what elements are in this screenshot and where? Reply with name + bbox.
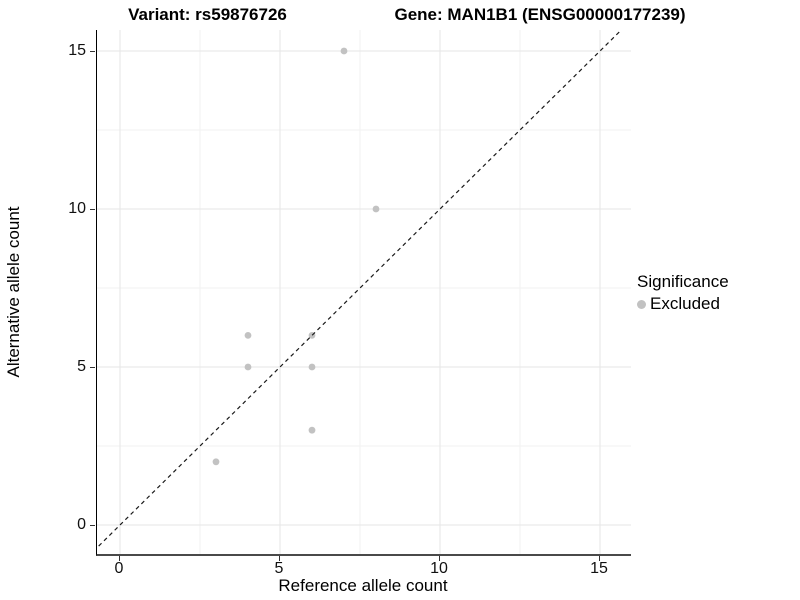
x-axis-tick [278, 556, 280, 561]
y-axis-tick [90, 366, 95, 368]
x-axis-tick [598, 556, 600, 561]
y-tick-label: 15 [68, 42, 86, 59]
data-point [212, 458, 220, 466]
plot-title-gene: Gene: MAN1B1 (ENSG00000177239) [394, 5, 686, 24]
legend-point-swatch-icon [637, 299, 646, 309]
plot-title-variant: Variant: rs59876726 [128, 5, 287, 24]
x-tick-label: 10 [430, 560, 448, 577]
y-axis-tick [90, 50, 95, 52]
x-tick-label: 15 [590, 560, 608, 577]
x-tick-label: 5 [274, 560, 284, 577]
y-tick-label: 10 [68, 200, 86, 217]
identity-reference-line [97, 30, 623, 549]
data-point [308, 363, 316, 371]
data-point [308, 426, 316, 434]
y-axis-label: Alternative allele count [4, 206, 23, 378]
legend-item-excluded: Excluded [637, 294, 797, 314]
data-point [372, 205, 380, 213]
y-axis-tick [90, 208, 95, 210]
x-axis-tick [438, 556, 440, 561]
plot-canvas [97, 30, 631, 554]
y-tick-label: 5 [77, 358, 86, 375]
x-axis-tick [118, 556, 120, 561]
legend-item-label: Excluded [650, 294, 720, 313]
y-axis-tick [90, 524, 95, 526]
data-point [244, 363, 252, 371]
data-point [340, 47, 348, 55]
x-tick-label: 0 [114, 560, 124, 577]
legend: Significance Excluded [637, 272, 797, 314]
x-axis-label: Reference allele count [278, 576, 448, 595]
data-point [244, 332, 252, 339]
plot-panel [96, 30, 631, 556]
legend-title: Significance [637, 272, 729, 291]
y-tick-label: 0 [77, 516, 86, 533]
